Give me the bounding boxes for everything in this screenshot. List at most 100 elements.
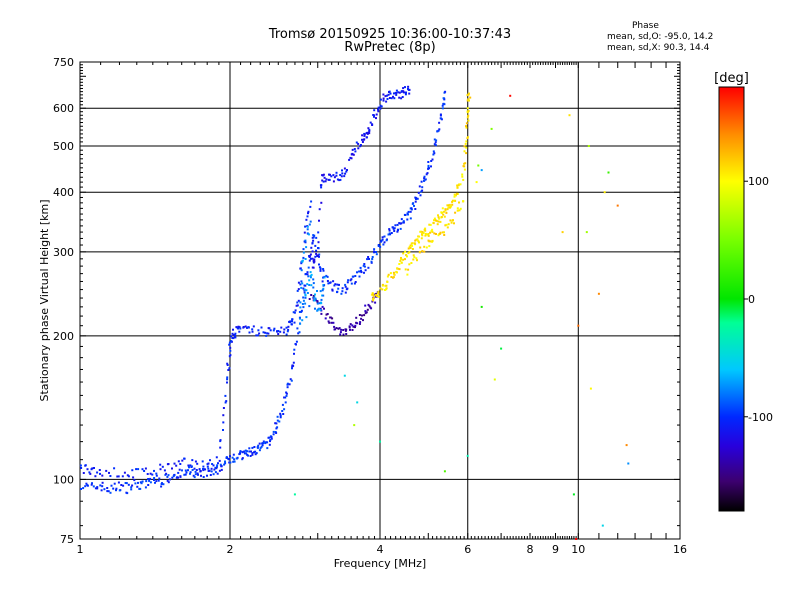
data-point (322, 276, 325, 279)
data-point (490, 127, 493, 130)
x-tick-label: 9 (552, 543, 559, 556)
data-point (153, 477, 156, 479)
data-point (109, 475, 112, 477)
data-point (313, 234, 316, 237)
data-point (317, 247, 320, 250)
data-point (398, 96, 401, 99)
data-point (421, 189, 424, 192)
data-point (301, 260, 304, 263)
data-point (308, 284, 311, 286)
data-point (371, 123, 374, 126)
y-tick-label: 600 (53, 102, 74, 115)
data-point (387, 233, 390, 236)
data-point (418, 250, 421, 253)
data-point (151, 473, 154, 476)
data-point (438, 121, 441, 124)
data-point (210, 470, 213, 473)
data-point (255, 452, 258, 455)
data-point (342, 333, 345, 336)
data-point (333, 176, 336, 179)
data-point (86, 484, 89, 487)
data-point (423, 175, 426, 178)
data-point (251, 446, 254, 449)
data-point (172, 475, 175, 478)
data-point (304, 284, 307, 287)
data-point (165, 472, 168, 475)
data-point (303, 231, 306, 234)
data-point (309, 271, 312, 274)
data-point (423, 228, 426, 231)
data-point (309, 253, 312, 256)
data-point (441, 104, 444, 107)
data-point (301, 303, 304, 305)
data-point (282, 413, 285, 415)
data-point (414, 200, 417, 203)
data-point (277, 330, 280, 332)
data-point (361, 314, 363, 317)
data-point (407, 268, 410, 271)
data-point (351, 275, 354, 278)
data-point (334, 283, 337, 286)
data-point (405, 91, 407, 94)
data-point (256, 446, 259, 449)
data-point (358, 314, 361, 316)
data-point (453, 199, 456, 202)
data-point (234, 332, 237, 335)
data-point (477, 164, 480, 167)
data-point (306, 215, 309, 218)
data-point (305, 289, 308, 292)
data-point (398, 91, 401, 94)
data-point (443, 231, 445, 234)
data-point (293, 311, 296, 314)
data-point (335, 174, 338, 177)
data-point (463, 145, 466, 148)
data-point (321, 289, 324, 292)
data-point (300, 309, 303, 312)
data-point (322, 269, 325, 272)
data-point (327, 320, 330, 323)
data-point (229, 461, 232, 464)
data-point (422, 232, 425, 234)
x-axis-label: Frequency [MHz] (334, 557, 426, 570)
data-point (298, 331, 301, 334)
data-point (462, 165, 465, 168)
data-point (365, 132, 368, 135)
data-point (86, 468, 89, 471)
data-point (384, 289, 386, 291)
data-point (369, 306, 372, 309)
data-point (434, 144, 437, 147)
data-point (264, 331, 267, 334)
data-point (88, 471, 91, 474)
data-point (244, 325, 247, 328)
data-point (124, 482, 127, 484)
data-point (310, 246, 313, 249)
data-point (228, 461, 231, 464)
data-point (294, 309, 297, 312)
data-point (310, 284, 313, 287)
data-point (410, 242, 413, 245)
data-point (98, 469, 101, 471)
data-point (226, 381, 228, 384)
data-point (396, 271, 398, 274)
data-point (314, 299, 317, 302)
data-point (161, 465, 164, 468)
data-point (413, 242, 416, 245)
colorbar-tick-label: -100 (748, 411, 773, 424)
data-point (293, 352, 295, 355)
data-point (277, 333, 280, 335)
data-point (245, 452, 248, 455)
data-point (365, 311, 368, 314)
data-point (384, 284, 387, 287)
data-point (364, 310, 367, 313)
data-point (616, 204, 619, 207)
data-point (324, 317, 327, 320)
data-point (331, 317, 334, 320)
data-point (85, 482, 88, 485)
data-point (194, 473, 197, 476)
data-point (134, 482, 137, 485)
data-point (347, 279, 350, 282)
data-point (398, 222, 401, 225)
data-point (349, 156, 352, 159)
data-point (155, 474, 158, 477)
data-point (299, 301, 302, 304)
